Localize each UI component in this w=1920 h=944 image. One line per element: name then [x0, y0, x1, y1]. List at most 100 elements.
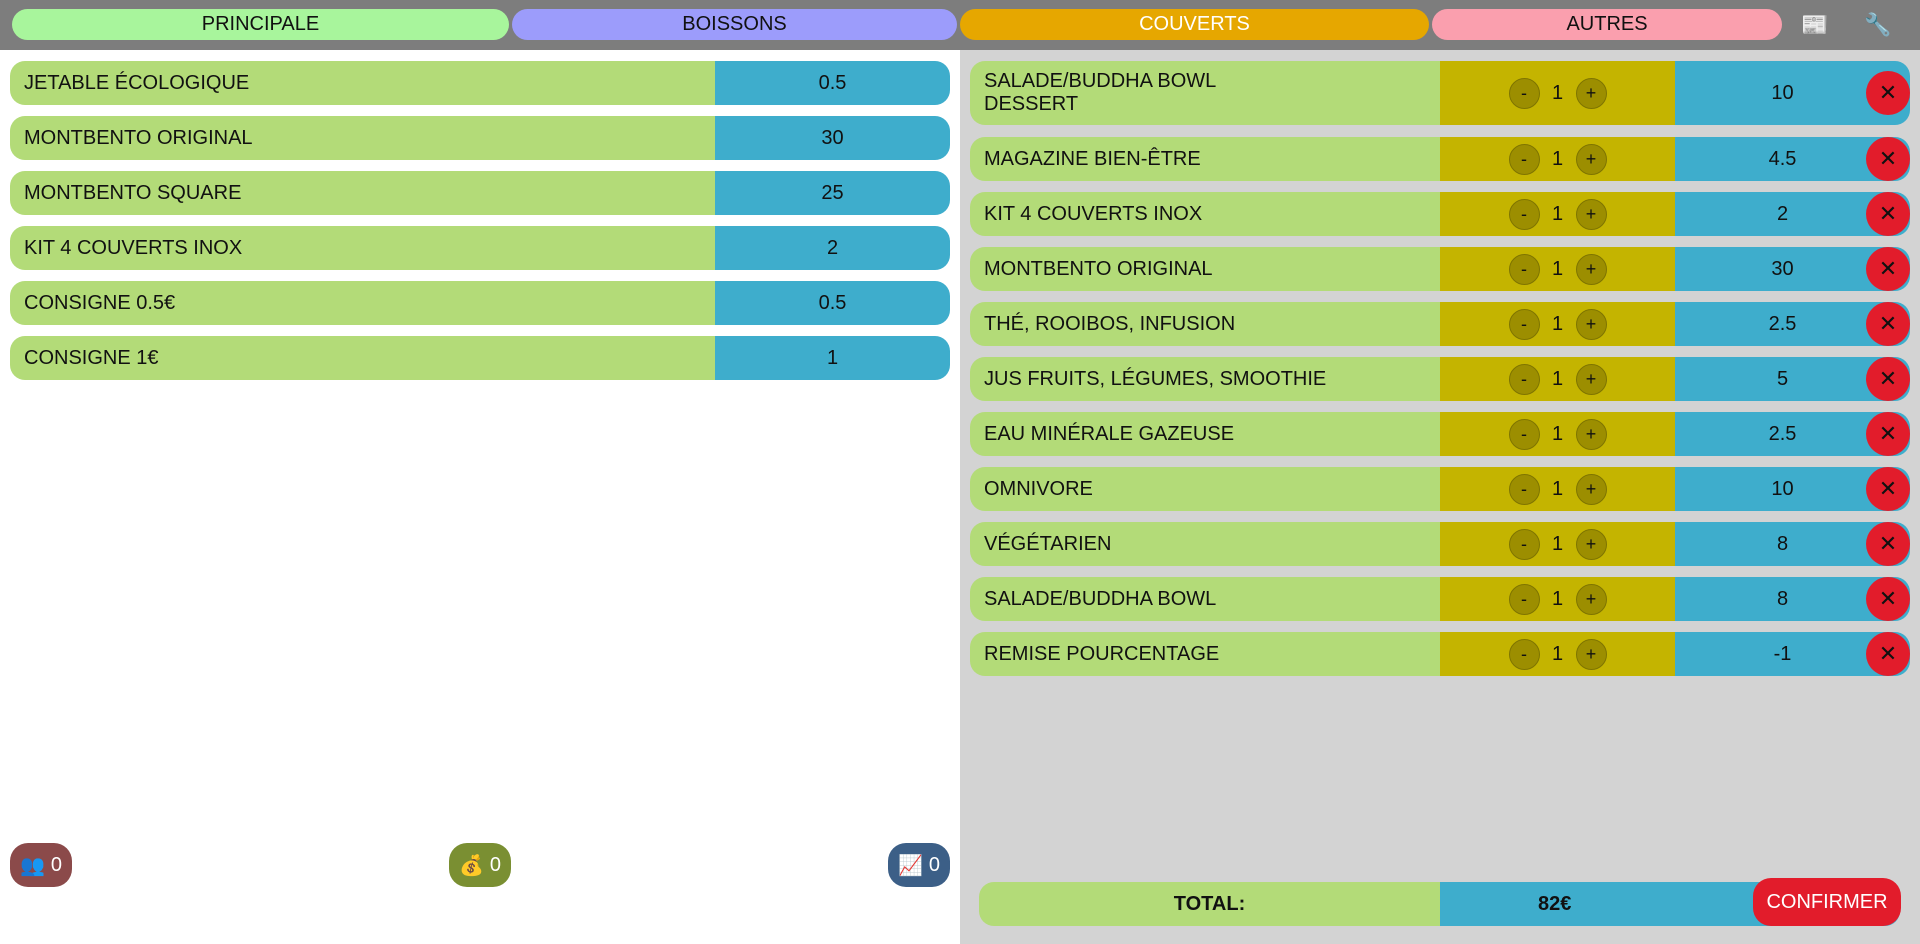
decrease-quantity-button[interactable]: - — [1508, 363, 1540, 395]
quantity-value: 1 — [1551, 257, 1564, 280]
decrease-quantity-button[interactable]: - — [1508, 308, 1540, 340]
newspaper-icon[interactable]: 📰 — [1801, 12, 1829, 37]
product-name: CONSIGNE 0.5€ — [10, 281, 715, 325]
cash-count-badge[interactable]: 💰 0 — [449, 843, 511, 887]
quantity-stepper: - 1 + — [1440, 247, 1675, 291]
product-item[interactable]: KIT 4 COUVERTS INOX 2 — [10, 226, 950, 270]
product-name: MONTBENTO SQUARE — [10, 171, 715, 215]
product-name: MONTBENTO ORIGINAL — [10, 116, 715, 160]
tab-boissons[interactable]: BOISSONS — [512, 9, 957, 40]
increase-quantity-button[interactable]: + — [1575, 253, 1607, 285]
total-label: TOTAL: — [979, 882, 1440, 926]
quantity-stepper: - 1 + — [1440, 577, 1675, 621]
product-item[interactable]: MONTBENTO ORIGINAL 30 — [10, 116, 950, 160]
quantity-value: 1 — [1551, 422, 1564, 445]
tab-principale[interactable]: PRINCIPALE — [12, 9, 509, 40]
remove-item-button[interactable]: ✕ — [1866, 247, 1910, 291]
cart-item: THÉ, ROOIBOS, INFUSION - 1 + 2.5 ✕ — [970, 302, 1910, 346]
cart-item-name: OMNIVORE — [970, 467, 1440, 511]
confirm-button[interactable]: CONFIRMER — [1753, 878, 1901, 926]
product-price: 2 — [715, 226, 950, 270]
cart-item: MONTBENTO ORIGINAL - 1 + 30 ✕ — [970, 247, 1910, 291]
cart-item-name: REMISE POURCENTAGE — [970, 632, 1440, 676]
cart-item-name: VÉGÉTARIEN — [970, 522, 1440, 566]
cart-item: MAGAZINE BIEN-ÊTRE - 1 + 4.5 ✕ — [970, 137, 1910, 181]
quantity-value: 1 — [1551, 312, 1564, 335]
product-name: JETABLE ÉCOLOGIQUE — [10, 61, 715, 105]
product-item[interactable]: MONTBENTO SQUARE 25 — [10, 171, 950, 215]
decrease-quantity-button[interactable]: - — [1508, 638, 1540, 670]
category-tab-bar: PRINCIPALE BOISSONS COUVERTS AUTRES 📰 🔧 — [0, 0, 1920, 50]
cart-item-name: THÉ, ROOIBOS, INFUSION — [970, 302, 1440, 346]
remove-item-button[interactable]: ✕ — [1866, 192, 1910, 236]
cart-item-name: SALADE/BUDDHA BOWL — [970, 577, 1440, 621]
cart-item-name: EAU MINÉRALE GAZEUSE — [970, 412, 1440, 456]
wrench-icon[interactable]: 🔧 — [1864, 12, 1892, 37]
remove-item-button[interactable]: ✕ — [1866, 71, 1910, 115]
increase-quantity-button[interactable]: + — [1575, 528, 1607, 560]
quantity-stepper: - 1 + — [1440, 522, 1675, 566]
remove-item-button[interactable]: ✕ — [1866, 302, 1910, 346]
increase-quantity-button[interactable]: + — [1575, 418, 1607, 450]
cart-panel: SALADE/BUDDHA BOWL DESSERT - 1 + 10 ✕ MAG… — [960, 50, 1920, 944]
cart-item: REMISE POURCENTAGE - 1 + -1 ✕ — [970, 632, 1910, 676]
cart-item-name: KIT 4 COUVERTS INOX — [970, 192, 1440, 236]
quantity-stepper: - 1 + — [1440, 357, 1675, 401]
quantity-stepper: - 1 + — [1440, 302, 1675, 346]
increase-quantity-button[interactable]: + — [1575, 363, 1607, 395]
quantity-stepper: - 1 + — [1440, 137, 1675, 181]
quantity-value: 1 — [1551, 642, 1564, 665]
product-item[interactable]: JETABLE ÉCOLOGIQUE 0.5 — [10, 61, 950, 105]
cart-item: OMNIVORE - 1 + 10 ✕ — [970, 467, 1910, 511]
product-price: 25 — [715, 171, 950, 215]
money-bag-icon: 💰 — [458, 854, 484, 877]
increase-quantity-button[interactable]: + — [1575, 143, 1607, 175]
cart-item: SALADE/BUDDHA BOWL - 1 + 8 ✕ — [970, 577, 1910, 621]
quantity-stepper: - 1 + — [1440, 467, 1675, 511]
cart-item-name: SALADE/BUDDHA BOWL DESSERT — [970, 61, 1440, 125]
users-icon: 👥 — [19, 854, 45, 877]
chart-icon: 📈 — [897, 854, 923, 877]
cart-item: JUS FRUITS, LÉGUMES, SMOOTHIE - 1 + 5 ✕ — [970, 357, 1910, 401]
increase-quantity-button[interactable]: + — [1575, 308, 1607, 340]
remove-item-button[interactable]: ✕ — [1866, 357, 1910, 401]
quantity-value: 1 — [1551, 587, 1564, 610]
quantity-value: 1 — [1551, 202, 1564, 225]
decrease-quantity-button[interactable]: - — [1508, 253, 1540, 285]
remove-item-button[interactable]: ✕ — [1866, 522, 1910, 566]
product-price: 30 — [715, 116, 950, 160]
increase-quantity-button[interactable]: + — [1575, 77, 1607, 109]
cart-item-name: JUS FRUITS, LÉGUMES, SMOOTHIE — [970, 357, 1440, 401]
decrease-quantity-button[interactable]: - — [1508, 583, 1540, 615]
product-price: 1 — [715, 336, 950, 380]
tab-autres[interactable]: AUTRES — [1432, 9, 1782, 40]
decrease-quantity-button[interactable]: - — [1508, 418, 1540, 450]
decrease-quantity-button[interactable]: - — [1508, 77, 1540, 109]
increase-quantity-button[interactable]: + — [1575, 198, 1607, 230]
decrease-quantity-button[interactable]: - — [1508, 198, 1540, 230]
tab-couverts[interactable]: COUVERTS — [960, 9, 1429, 40]
remove-item-button[interactable]: ✕ — [1866, 632, 1910, 676]
remove-item-button[interactable]: ✕ — [1866, 137, 1910, 181]
remove-item-button[interactable]: ✕ — [1866, 577, 1910, 621]
remove-item-button[interactable]: ✕ — [1866, 412, 1910, 456]
decrease-quantity-button[interactable]: - — [1508, 528, 1540, 560]
cart-item: SALADE/BUDDHA BOWL DESSERT - 1 + 10 ✕ — [970, 61, 1910, 125]
customers-count: 0 — [50, 853, 63, 876]
quantity-value: 1 — [1551, 147, 1564, 170]
increase-quantity-button[interactable]: + — [1575, 473, 1607, 505]
cart-item-name: MAGAZINE BIEN-ÊTRE — [970, 137, 1440, 181]
product-list-panel: JETABLE ÉCOLOGIQUE 0.5 MONTBENTO ORIGINA… — [0, 50, 960, 944]
product-item[interactable]: CONSIGNE 0.5€ 0.5 — [10, 281, 950, 325]
customers-count-badge[interactable]: 👥 0 — [10, 843, 72, 887]
remove-item-button[interactable]: ✕ — [1866, 467, 1910, 511]
product-price: 0.5 — [715, 281, 950, 325]
stats-count: 0 — [928, 853, 941, 876]
stats-count-badge[interactable]: 📈 0 — [888, 843, 950, 887]
increase-quantity-button[interactable]: + — [1575, 638, 1607, 670]
increase-quantity-button[interactable]: + — [1575, 583, 1607, 615]
quantity-stepper: - 1 + — [1440, 412, 1675, 456]
decrease-quantity-button[interactable]: - — [1508, 143, 1540, 175]
decrease-quantity-button[interactable]: - — [1508, 473, 1540, 505]
product-item[interactable]: CONSIGNE 1€ 1 — [10, 336, 950, 380]
